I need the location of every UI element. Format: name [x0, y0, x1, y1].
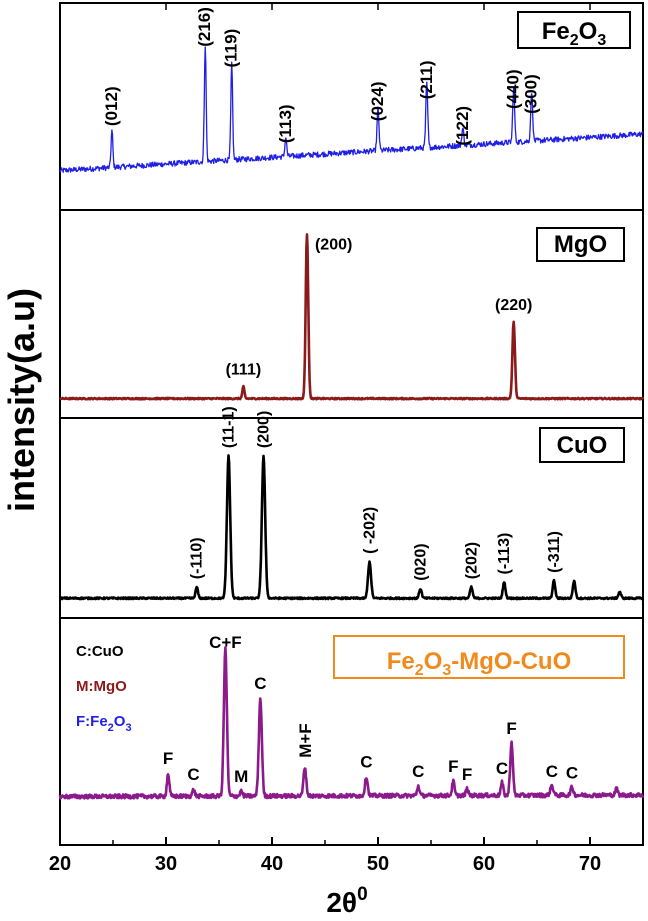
- legend-label: CuO: [557, 432, 608, 459]
- key-entry: C:CuO: [76, 643, 124, 660]
- peak-label: (119): [222, 29, 241, 68]
- series-line-cuo: [58, 454, 644, 601]
- series-line-fe2o3-mgo-cuo: [58, 646, 645, 800]
- series-line-mgo: [59, 233, 645, 401]
- peak-label: (012): [102, 86, 121, 126]
- peak-label: F: [163, 749, 173, 768]
- panel-cuo: (-110) (11-1) (200) ( -202) (020) (202) (-113)…: [58, 406, 644, 619]
- key-text: O: [114, 713, 126, 730]
- peak-label: (122): [453, 106, 472, 146]
- peak-label: C: [412, 762, 424, 781]
- x-tick-label: 70: [579, 853, 601, 875]
- key-entry: M:MgO: [76, 678, 127, 695]
- legend-subscript: 2: [570, 32, 579, 49]
- x-axis-label-sup: 0: [357, 884, 368, 905]
- peak-label: C: [187, 765, 199, 784]
- legend-box: [333, 635, 625, 679]
- peak-label: (-311): [546, 531, 563, 573]
- key-subscript: 3: [125, 722, 131, 734]
- x-axis-label: 2θ0: [326, 884, 367, 918]
- y-axis-label: intensity(a.u): [1, 288, 42, 512]
- x-tick-label: 20: [49, 853, 71, 875]
- peak-label: C+F: [209, 633, 242, 652]
- key-entry-text: C:CuO: [76, 643, 124, 660]
- key-subscript: 2: [108, 722, 114, 734]
- peak-label: (111): [226, 362, 262, 379]
- peak-label: F: [506, 719, 516, 738]
- x-tick-label: 50: [367, 853, 389, 875]
- peak-label: ( -202): [362, 507, 379, 554]
- legend-label: Fe2O3-MgO-CuO: [387, 648, 571, 679]
- x-axis-label-main: 2θ: [326, 887, 357, 918]
- legend-label: MgO: [554, 231, 607, 258]
- peak-label: (440): [504, 69, 523, 109]
- panel-mgo: (111) (200) (220) MgO: [59, 209, 645, 419]
- legend-label: Fe2O3: [542, 18, 607, 49]
- key-entry-text: M:MgO: [76, 678, 127, 695]
- panel-frame: [59, 617, 644, 846]
- legend-subscript: 3: [442, 662, 451, 679]
- legend-text: O: [424, 648, 443, 675]
- peak-label: (300): [522, 74, 541, 114]
- peak-label: (200): [256, 411, 273, 448]
- legend-text: -MgO-CuO: [451, 648, 571, 675]
- series-line-fe2o3: [59, 46, 644, 173]
- legend-box: [536, 227, 625, 262]
- peak-label: (020): [412, 543, 429, 580]
- peak-label: C: [566, 764, 578, 783]
- peak-label: M+F: [296, 723, 315, 757]
- legend-box: [517, 11, 631, 49]
- x-tick-label: 60: [473, 853, 495, 875]
- peak-label: C: [360, 752, 372, 771]
- peak-label: M: [234, 767, 248, 786]
- key-entry: F:Fe2O3: [76, 713, 132, 734]
- peak-label: (-113): [496, 533, 513, 575]
- legend-subscript: 2: [415, 662, 424, 679]
- peak-label: (113): [276, 104, 295, 143]
- legend-text: Fe: [387, 648, 415, 675]
- peak-label: C: [496, 759, 508, 778]
- legend-subscript: 3: [597, 32, 606, 49]
- peak-label: C: [254, 674, 266, 693]
- peak-label: (024): [368, 82, 387, 122]
- key-entry-text: F:Fe: [76, 713, 108, 730]
- legend-text: Fe: [542, 18, 570, 45]
- peak-label: (220): [495, 297, 532, 314]
- x-tick-label: 40: [261, 853, 283, 875]
- peak-label: F: [448, 757, 458, 776]
- peak-label: C: [546, 762, 558, 781]
- peak-label: (211): [417, 60, 436, 99]
- peak-label: F: [462, 765, 472, 784]
- peak-label: (216): [195, 7, 214, 47]
- peak-label: (11-1): [221, 406, 238, 448]
- peak-label: (-110): [189, 537, 206, 579]
- x-tick-label: 30: [155, 853, 177, 875]
- legend-box: [539, 427, 625, 463]
- peak-label: (202): [463, 542, 480, 579]
- panel-fe2o3: (012) (216) (119) (113) (024) (211) (122) (440)…: [59, 2, 644, 211]
- legend-text: O: [579, 18, 598, 45]
- peak-label: (200): [315, 237, 352, 254]
